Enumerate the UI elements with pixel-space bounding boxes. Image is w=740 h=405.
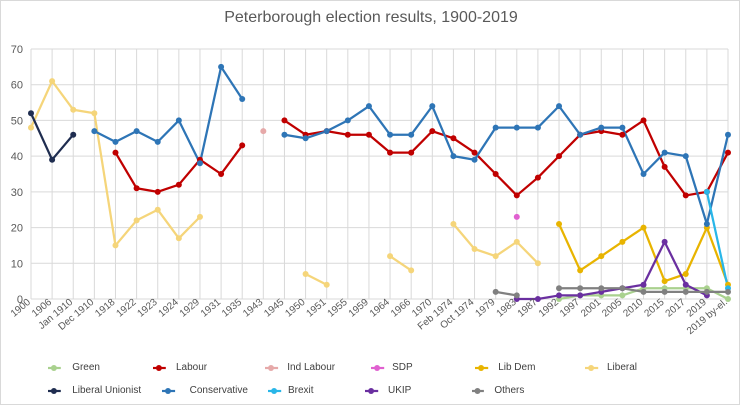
svg-text:1929: 1929 <box>178 297 202 320</box>
svg-text:1959: 1959 <box>347 297 371 320</box>
svg-text:40: 40 <box>11 151 23 163</box>
svg-text:1943: 1943 <box>241 297 265 320</box>
svg-text:1945: 1945 <box>262 297 286 320</box>
svg-text:2005: 2005 <box>600 297 624 320</box>
svg-text:20: 20 <box>11 223 23 235</box>
svg-text:1979: 1979 <box>473 297 497 320</box>
svg-text:1924: 1924 <box>157 297 181 320</box>
svg-text:1931: 1931 <box>199 297 223 320</box>
svg-text:1935: 1935 <box>220 297 244 320</box>
svg-text:70: 70 <box>11 44 23 56</box>
svg-text:1966: 1966 <box>389 297 413 320</box>
svg-text:1950: 1950 <box>283 297 307 320</box>
svg-text:1923: 1923 <box>136 297 160 320</box>
svg-text:1964: 1964 <box>368 297 392 320</box>
svg-text:1951: 1951 <box>305 297 329 320</box>
svg-text:1922: 1922 <box>114 297 138 320</box>
svg-text:2017: 2017 <box>664 297 688 320</box>
svg-text:2015: 2015 <box>642 297 666 320</box>
svg-text:10: 10 <box>11 258 23 270</box>
svg-text:60: 60 <box>11 80 23 92</box>
svg-text:50: 50 <box>11 115 23 127</box>
svg-text:1918: 1918 <box>93 297 117 320</box>
svg-text:1900: 1900 <box>9 297 33 320</box>
svg-text:2010: 2010 <box>621 297 645 320</box>
svg-text:30: 30 <box>11 187 23 199</box>
svg-text:2001: 2001 <box>579 297 603 320</box>
svg-text:1955: 1955 <box>326 297 350 320</box>
